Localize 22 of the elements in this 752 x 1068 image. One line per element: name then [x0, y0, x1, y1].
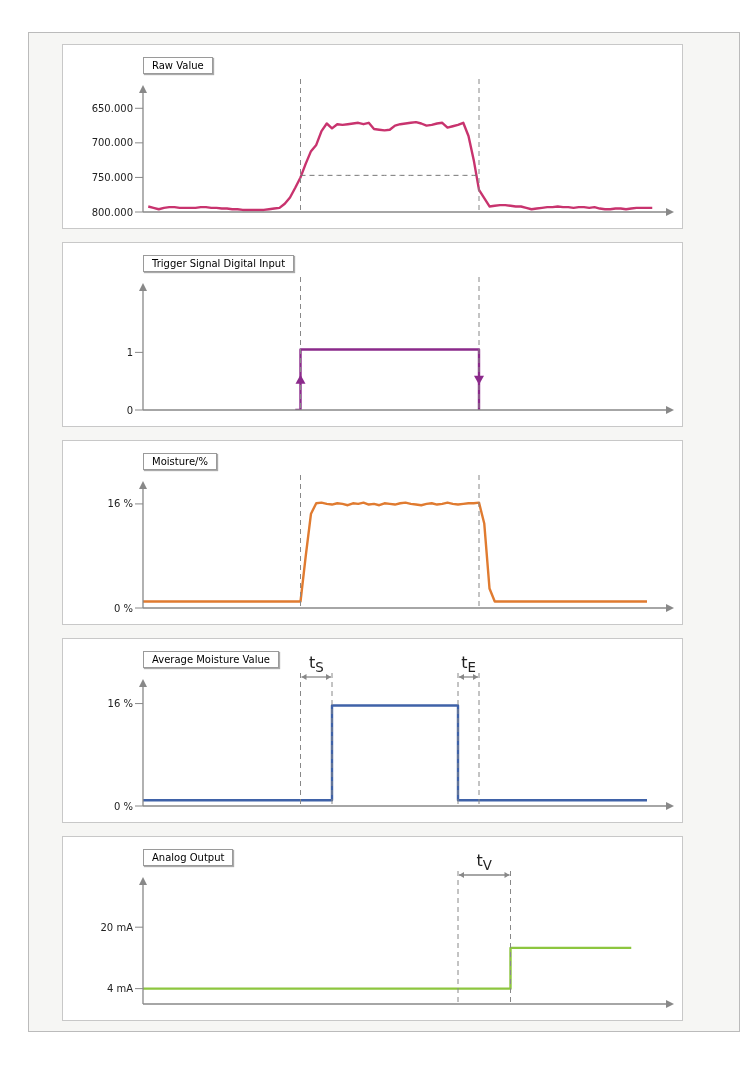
y-tick-label: 4 mA	[106, 983, 134, 995]
y-tick-label: 16 %	[107, 698, 133, 710]
line-series	[141, 501, 649, 603]
chart-title: Raw Value	[143, 57, 213, 74]
line-series	[147, 120, 654, 212]
y-tick-label: 0	[126, 404, 133, 416]
y-tick-label: 0 %	[113, 602, 133, 614]
chart-title: Moisture/%	[143, 453, 217, 470]
y-tick-label: 1	[126, 346, 133, 358]
y-tick-label: 0 %	[113, 800, 133, 812]
y-tick-label: 650.000	[91, 102, 133, 114]
y-tick-label: 16 %	[107, 498, 133, 510]
chart-title: Trigger Signal Digital Input	[143, 255, 295, 272]
y-tick-label: 800.000	[91, 206, 133, 218]
text: t$_{V}$	[475, 851, 493, 874]
chart-title: Average Moisture Value	[143, 651, 279, 668]
text: t$_{E}$	[460, 653, 477, 676]
y-tick-label: 750.000	[91, 171, 133, 183]
y-tick-label: 700.000	[91, 137, 133, 149]
chart-title: Analog Output	[143, 849, 234, 866]
y-tick-label: 20 mA	[100, 921, 134, 933]
text: t$_{S}$	[307, 653, 325, 676]
